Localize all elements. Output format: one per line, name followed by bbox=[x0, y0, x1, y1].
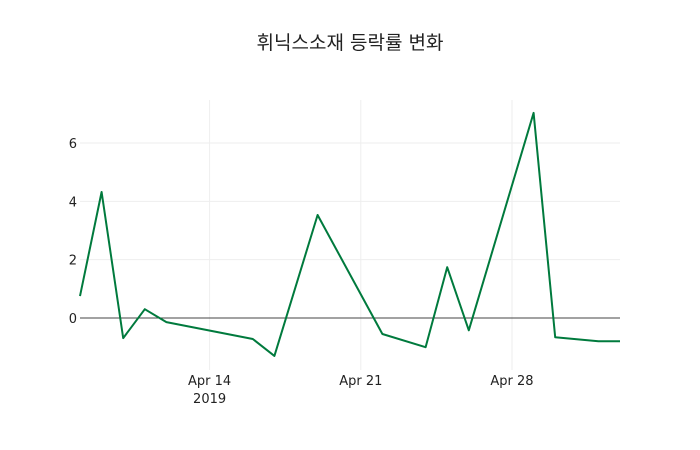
x-axis-ticks: Apr 14 2019 Apr 21 Apr 28 bbox=[188, 374, 534, 407]
y-tick-label: 2 bbox=[69, 254, 77, 269]
y-tick-label: 6 bbox=[69, 137, 77, 152]
gridlines bbox=[80, 100, 620, 370]
y-tick-label: 0 bbox=[69, 312, 77, 327]
series-line[interactable] bbox=[79, 111, 620, 357]
x-tick-label: Apr 14 bbox=[188, 374, 231, 389]
chart-title: 휘닉스소재 등락률 변화 bbox=[256, 32, 444, 54]
x-tick-label: Apr 28 bbox=[490, 374, 533, 389]
x-tick-label: Apr 21 bbox=[339, 374, 382, 389]
y-axis-ticks: 0 2 4 6 bbox=[69, 137, 77, 327]
x-tick-year-label: 2019 bbox=[193, 392, 226, 407]
y-tick-label: 4 bbox=[69, 195, 77, 210]
